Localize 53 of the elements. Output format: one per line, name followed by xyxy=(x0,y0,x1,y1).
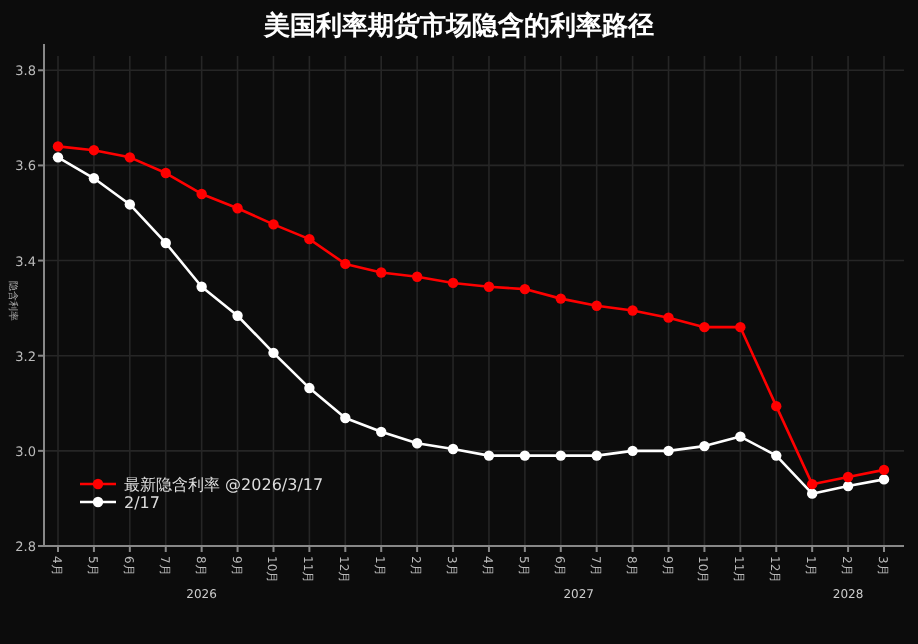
point xyxy=(376,426,387,438)
point xyxy=(771,400,782,412)
chart-title: 美国利率期货市场隐含的利率路径 xyxy=(262,10,654,42)
point xyxy=(124,152,136,163)
point xyxy=(842,471,854,483)
point xyxy=(806,478,818,490)
point xyxy=(268,219,279,230)
point xyxy=(878,464,890,476)
point xyxy=(196,188,207,200)
point xyxy=(555,450,566,461)
point xyxy=(519,283,531,295)
point xyxy=(340,412,351,424)
point xyxy=(232,203,243,214)
point xyxy=(555,293,566,304)
point xyxy=(878,474,890,485)
point xyxy=(519,450,531,461)
point xyxy=(160,237,171,249)
point xyxy=(806,488,818,499)
point xyxy=(591,300,602,311)
legend-label: 最新隐含利率 @2026/3/17 xyxy=(124,476,324,494)
point xyxy=(376,267,387,278)
point xyxy=(411,438,423,449)
point xyxy=(88,173,100,184)
point xyxy=(663,312,674,323)
point xyxy=(160,167,171,179)
point xyxy=(627,445,638,457)
point xyxy=(340,258,351,270)
point xyxy=(447,443,459,455)
point xyxy=(627,305,638,316)
legend: 最新隐含利率 @2026/3/17 xyxy=(80,476,324,494)
point xyxy=(447,277,459,289)
point xyxy=(124,199,136,210)
point xyxy=(483,450,495,461)
point xyxy=(304,382,315,394)
point xyxy=(52,141,64,152)
point xyxy=(52,152,64,163)
point xyxy=(591,450,602,461)
point xyxy=(304,233,315,245)
point xyxy=(842,480,854,492)
point xyxy=(411,271,423,282)
point xyxy=(232,310,243,321)
point xyxy=(699,440,710,452)
point xyxy=(196,281,207,292)
point xyxy=(771,450,782,461)
legend: 2/17 xyxy=(80,494,160,512)
legend-label: 2/17 xyxy=(124,494,160,512)
point xyxy=(699,321,710,333)
point xyxy=(735,321,746,333)
point xyxy=(483,281,495,292)
point xyxy=(663,445,674,457)
point xyxy=(268,347,279,359)
point xyxy=(88,144,100,156)
point xyxy=(735,431,746,442)
